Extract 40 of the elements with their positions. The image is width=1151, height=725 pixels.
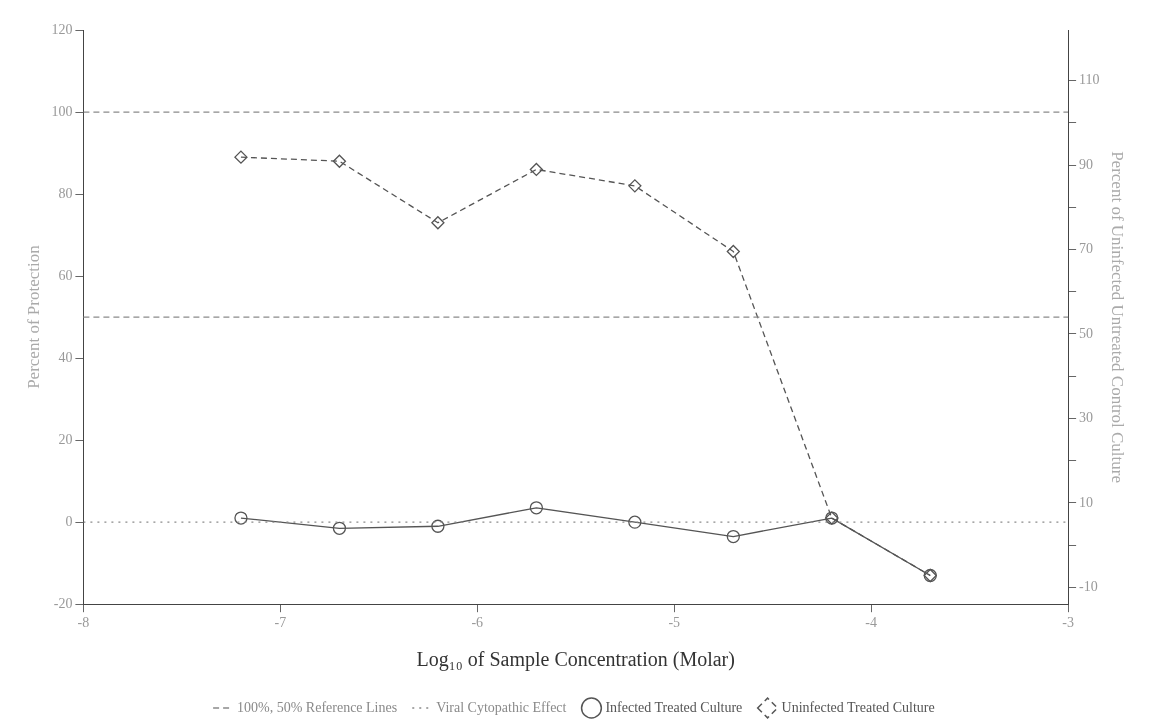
x-tick-label: -7 — [274, 615, 287, 631]
point — [234, 511, 248, 525]
legend-label: 100%, 50% Reference Lines — [237, 699, 398, 715]
y-tick-label: 0 — [65, 513, 73, 529]
y-tick-label: 80 — [58, 185, 73, 201]
x-tick-label: -6 — [471, 615, 484, 631]
legend-label: Uninfected Treated Culture — [781, 699, 935, 715]
legend-label: Viral Cytopathic Effect — [436, 699, 567, 715]
point — [628, 179, 642, 193]
y2-tick-label: -10 — [1079, 578, 1098, 594]
y2-tick-label: 50 — [1079, 325, 1094, 341]
point — [529, 162, 544, 177]
point — [529, 501, 544, 515]
point — [431, 519, 445, 533]
x-tick-label: -8 — [77, 615, 90, 631]
point — [726, 529, 740, 544]
y-tick-label: 20 — [58, 431, 73, 447]
point — [332, 521, 347, 535]
y2-tick-label: 70 — [1079, 241, 1094, 257]
y2-axis-title: Percent of Uninfected Untreated Control Culture — [1108, 151, 1128, 484]
y-tick-label: 40 — [58, 349, 73, 365]
y-axis-title: Percent of Protection — [23, 244, 43, 389]
point — [726, 244, 740, 259]
y2-tick-label: 110 — [1079, 72, 1100, 88]
y-tick-label: 120 — [51, 21, 73, 37]
y-tick-label: 100 — [51, 103, 73, 119]
y2-tick-label: 30 — [1079, 410, 1094, 426]
y2-tick-label: 10 — [1079, 494, 1094, 510]
x-axis-title: Log₁₀ of Sample Concentration (Molar) — [416, 648, 735, 672]
point — [332, 154, 347, 168]
x-tick-label: -5 — [668, 615, 681, 631]
point — [234, 150, 248, 164]
x-tick-label: -4 — [865, 615, 878, 631]
x-tick-label: -3 — [1062, 615, 1074, 631]
legend-label: Infected Treated Culture — [605, 699, 743, 715]
y-tick-label: 60 — [58, 267, 73, 283]
y2-tick-label: 90 — [1079, 156, 1094, 172]
y-tick-label: -20 — [53, 595, 73, 611]
point — [431, 216, 445, 230]
point — [628, 515, 642, 529]
